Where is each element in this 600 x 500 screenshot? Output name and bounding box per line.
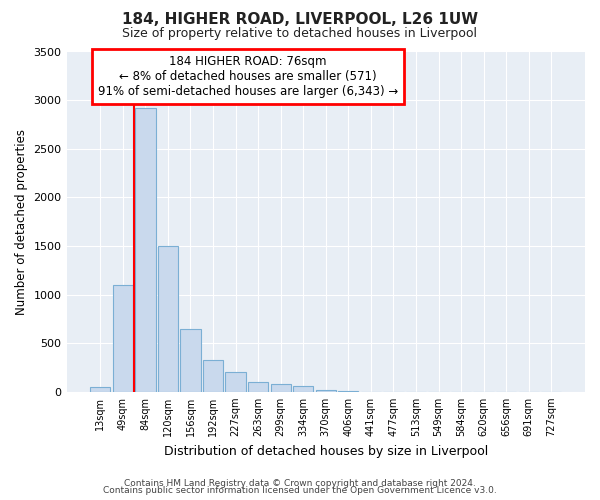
Bar [316,390,336,392]
Bar [271,384,291,392]
Bar [135,108,155,392]
Bar [90,387,110,392]
X-axis label: Distribution of detached houses by size in Liverpool: Distribution of detached houses by size … [164,444,488,458]
Bar [203,360,223,392]
Y-axis label: Number of detached properties: Number of detached properties [15,128,28,314]
Text: 184 HIGHER ROAD: 76sqm
← 8% of detached houses are smaller (571)
91% of semi-det: 184 HIGHER ROAD: 76sqm ← 8% of detached … [98,55,398,98]
Bar [113,285,133,392]
Bar [181,328,200,392]
Bar [293,386,313,392]
Text: Size of property relative to detached houses in Liverpool: Size of property relative to detached ho… [122,27,478,40]
Bar [248,382,268,392]
Text: Contains HM Land Registry data © Crown copyright and database right 2024.: Contains HM Land Registry data © Crown c… [124,478,476,488]
Text: 184, HIGHER ROAD, LIVERPOOL, L26 1UW: 184, HIGHER ROAD, LIVERPOOL, L26 1UW [122,12,478,28]
Bar [158,246,178,392]
Bar [226,372,246,392]
Text: Contains public sector information licensed under the Open Government Licence v3: Contains public sector information licen… [103,486,497,495]
